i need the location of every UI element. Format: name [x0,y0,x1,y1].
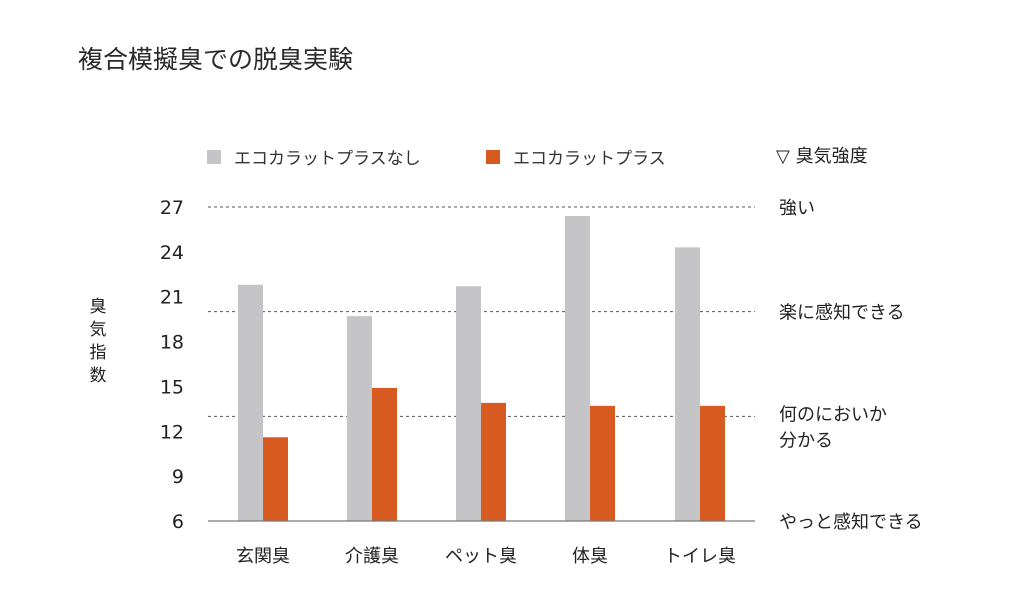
intensity-level-label: 分かる [779,430,833,451]
x-category-label: ペット臭 [445,546,517,567]
legend: エコカラットプラスなし エコカラットプラス [207,149,666,169]
chart-title: 複合模擬臭での脱臭実験 [78,45,353,74]
x-category-label: 玄関臭 [236,546,290,567]
y-tick-label: 27 [160,197,184,219]
y-tick-label: 21 [160,287,184,309]
y-tick-label: 15 [160,376,184,398]
y-tick-label: 18 [160,332,184,354]
bar-with-4 [700,405,725,521]
legend-swatch-series-0 [207,150,221,164]
y-axis-label-char: 臭 [90,297,107,317]
y-tick-label: 24 [160,242,184,264]
bar-without-1 [347,316,372,521]
bar-without-3 [565,215,590,521]
intensity-level-label: 楽に感知できる [779,303,905,324]
legend-swatch-series-1 [486,150,500,164]
intensity-level-label: 強い [779,198,815,219]
y-tick-label: 12 [160,421,184,443]
y-axis-ticks: 6 9 12 15 18 21 24 27 [160,197,184,533]
x-axis-categories: 玄関臭 介護臭 ペット臭 体臭 トイレ臭 [236,546,736,567]
intensity-scale-header: ▽ 臭気強度 [776,146,868,167]
bar-without-0 [238,284,263,521]
y-tick-label: 9 [172,466,184,488]
bar-with-3 [590,405,615,521]
x-category-label: 体臭 [572,546,608,567]
bar-without-2 [456,286,481,521]
bar-with-1 [372,387,397,521]
bar-with-0 [263,437,288,521]
intensity-gridlines [208,206,755,417]
bar-with-2 [481,402,506,521]
x-category-label: トイレ臭 [664,546,736,567]
bars [238,215,725,521]
y-axis-label-char: 指 [90,343,107,363]
intensity-level-label: 何のにおいか [779,404,887,425]
intensity-level-label: やっと感知できる [779,512,923,533]
y-axis-label-char: 数 [90,366,107,386]
y-axis-label-char: 気 [90,320,107,340]
bar-without-4 [675,247,700,521]
x-category-label: 介護臭 [345,546,399,567]
y-tick-label: 6 [172,511,184,533]
legend-label-series-1: エコカラットプラス [513,149,666,169]
legend-label-series-0: エコカラットプラスなし [234,149,421,169]
